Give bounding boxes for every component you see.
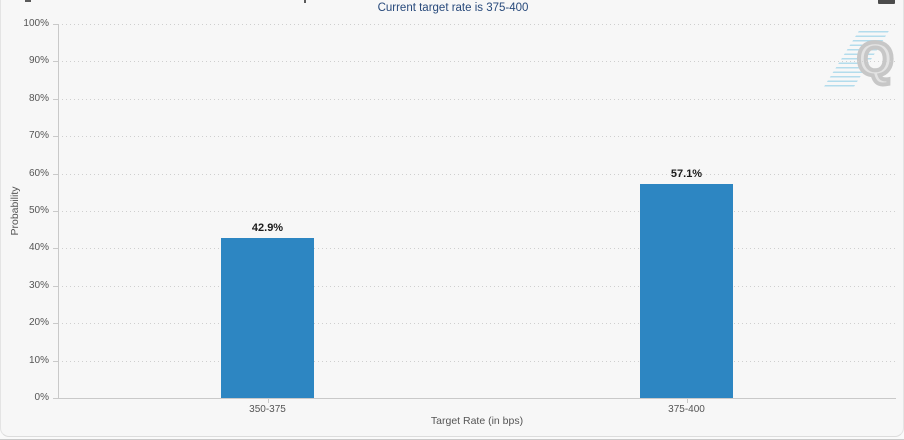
y-axis-tick-label: 60% bbox=[28, 167, 49, 179]
y-gridline bbox=[58, 323, 896, 325]
y-axis-tick-label: 0% bbox=[34, 392, 49, 403]
y-gridline bbox=[58, 173, 896, 175]
bar-375-400[interactable] bbox=[640, 184, 733, 398]
x-axis-category-label: 375-400 bbox=[668, 404, 705, 415]
y-axis-tick bbox=[53, 136, 58, 138]
x-axis-tick bbox=[267, 399, 269, 403]
y-axis-tick bbox=[53, 98, 58, 100]
y-gridline bbox=[58, 24, 896, 25]
y-axis-tick-label: 90% bbox=[28, 55, 49, 67]
y-axis-tick bbox=[53, 323, 58, 325]
y-axis-tick-label: 70% bbox=[28, 130, 49, 142]
y-axis-tick-label: 50% bbox=[28, 205, 49, 216]
y-gridline bbox=[58, 248, 896, 250]
cropped-title-fragment bbox=[25, 0, 31, 2]
y-gridline bbox=[58, 61, 896, 63]
logo-hatch-stripes bbox=[823, 31, 889, 88]
chart-subtitle: Current target rate is 375-400 bbox=[377, 2, 529, 14]
y-gridline bbox=[58, 285, 896, 287]
y-axis-tick bbox=[53, 285, 58, 287]
y-axis-tick bbox=[53, 61, 58, 63]
bar-value-label: 42.9% bbox=[251, 221, 284, 234]
quikstrike-q-logo: Q bbox=[823, 29, 897, 91]
y-axis-tick bbox=[53, 24, 58, 25]
y-axis-tick bbox=[53, 173, 58, 175]
y-axis-tick bbox=[53, 211, 58, 212]
y-gridline bbox=[58, 360, 896, 362]
y-gridline bbox=[58, 136, 896, 138]
x-axis-title: Target Rate (in bps) bbox=[430, 415, 524, 427]
cropped-title-fragment bbox=[304, 0, 306, 3]
y-axis-tick-label: 20% bbox=[28, 317, 49, 329]
hamburger-menu-icon[interactable] bbox=[878, 0, 895, 4]
y-axis-tick-label: 10% bbox=[28, 354, 49, 366]
y-axis-tick bbox=[53, 360, 58, 362]
logo-q-letter: Q bbox=[855, 30, 896, 87]
y-axis-tick bbox=[53, 398, 58, 399]
y-axis-title: Probability bbox=[9, 186, 21, 236]
y-axis-tick-label: 30% bbox=[28, 279, 49, 291]
y-gridline bbox=[58, 211, 896, 212]
y-gridline bbox=[58, 98, 896, 100]
y-axis-tick-label: 80% bbox=[28, 92, 49, 104]
y-axis-tick-label: 40% bbox=[28, 242, 49, 254]
x-axis-line bbox=[58, 398, 896, 399]
x-axis-tick bbox=[686, 399, 688, 403]
y-axis-tick bbox=[53, 248, 58, 250]
y-axis-tick-label: 100% bbox=[23, 18, 49, 29]
bar-value-label: 57.1% bbox=[670, 168, 703, 181]
x-axis-category-label: 350-375 bbox=[249, 404, 286, 415]
y-axis-line bbox=[58, 24, 59, 398]
bar-350-375[interactable] bbox=[221, 237, 314, 398]
